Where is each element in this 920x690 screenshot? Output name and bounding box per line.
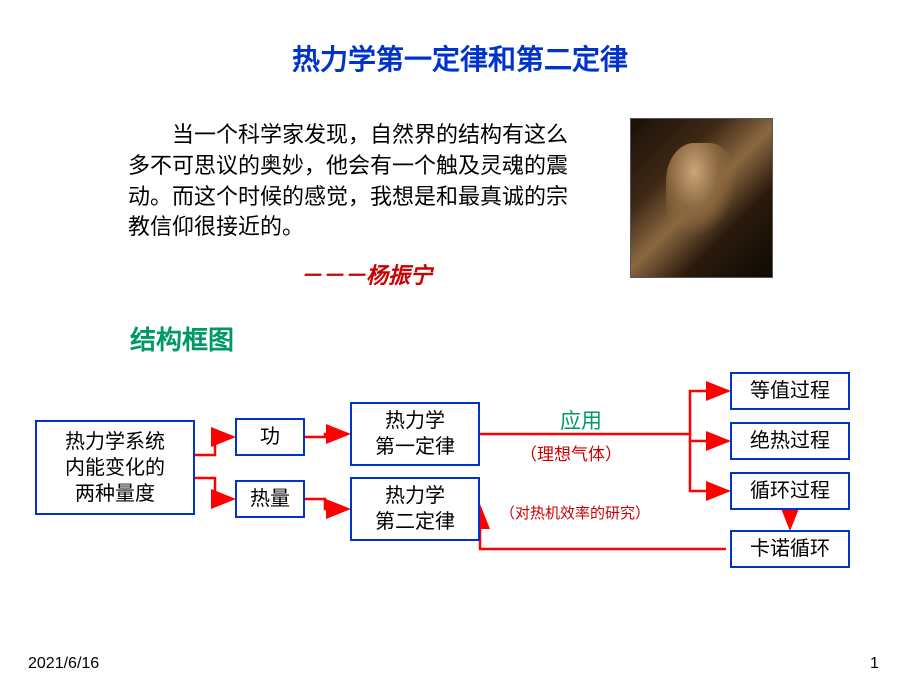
box-iso: 等值过程	[730, 372, 850, 410]
arrow-5	[690, 434, 726, 441]
arrow-4	[480, 391, 726, 434]
box-cycle: 循环过程	[730, 472, 850, 510]
box-adia: 绝热过程	[730, 422, 850, 460]
slide-title: 热力学第一定律和第二定律	[0, 38, 920, 78]
box-law1: 热力学第一定律	[350, 402, 480, 466]
box-heat: 热量	[235, 480, 305, 518]
arrow-2	[305, 434, 346, 437]
box-work: 功	[235, 418, 305, 456]
quote-attribution: －－－杨振宁	[300, 258, 432, 290]
portrait-image	[630, 118, 773, 278]
label-eff: （对热机效率的研究）	[500, 502, 650, 523]
arrow-0	[195, 437, 231, 455]
quote-text: 当一个科学家发现，自然界的结构有这么多不可思议的奥妙，他会有一个触及灵魂的震动。…	[128, 120, 578, 243]
arrow-1	[195, 478, 231, 499]
section-title: 结构框图	[130, 320, 234, 357]
footer-page-number: 1	[870, 655, 879, 673]
box-law2: 热力学第二定律	[350, 477, 480, 541]
arrow-6	[690, 441, 726, 491]
box-carnot: 卡诺循环	[730, 530, 850, 568]
footer-date: 2021/6/16	[28, 655, 99, 673]
box-source: 热力学系统内能变化的两种量度	[35, 420, 195, 515]
arrow-3	[305, 499, 346, 509]
flowchart-diagram: 热力学系统内能变化的两种量度 功热量 热力学第一定律热力学第二定律 等值过程绝热过程循…	[0, 360, 920, 590]
label-app: 应用	[560, 405, 602, 435]
label-ideal: （理想气体）	[520, 440, 622, 465]
